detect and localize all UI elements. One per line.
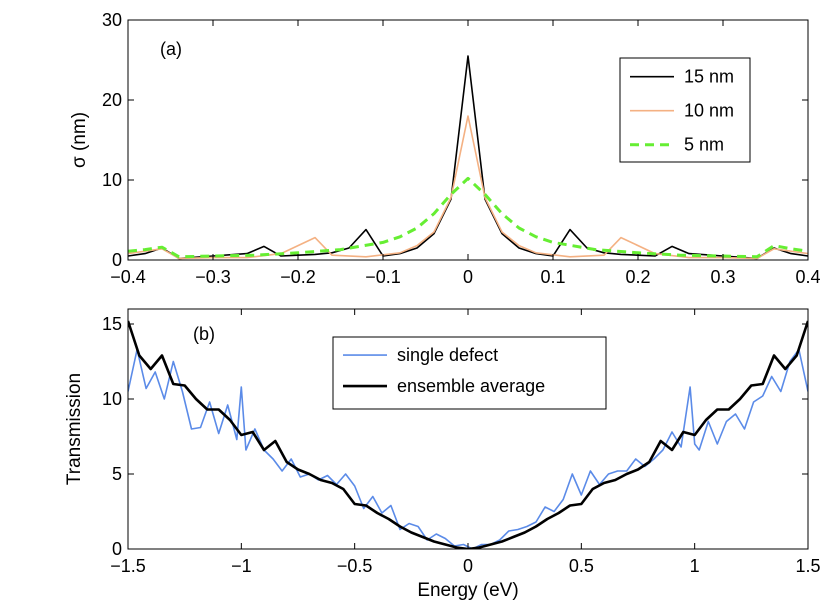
y-tick-label: 5 <box>112 464 122 484</box>
x-tick-label: 0.3 <box>710 267 735 287</box>
x-tick-label: 0.2 <box>625 267 650 287</box>
y-axis-label: Transmission <box>64 373 85 485</box>
series-group <box>128 55 808 260</box>
x-tick-label: 1.5 <box>795 556 820 576</box>
x-tick-label: −0.4 <box>110 267 146 287</box>
x-tick-label: 0.5 <box>569 556 594 576</box>
x-tick-label: −0.2 <box>280 267 316 287</box>
x-tick-label: −0.5 <box>337 556 373 576</box>
panel-label: (b) <box>193 324 215 344</box>
legend-label-0: single defect <box>397 345 498 365</box>
x-tick-label: −0.1 <box>365 267 401 287</box>
legend: 15 nm 10 nm 5 nm <box>619 57 751 163</box>
y-tick-label: 10 <box>102 170 122 190</box>
x-tick-label: −1 <box>231 556 252 576</box>
y-tick-label: 0 <box>112 539 122 559</box>
legend-label-1: 10 nm <box>684 101 734 121</box>
series-line-2 <box>128 176 808 259</box>
x-tick-label: 0 <box>463 267 473 287</box>
panel-b: −1.5 −1 −0.5 0 0.5 1 1.5 0 5 10 15 Transmission Ener… <box>64 308 821 601</box>
y-tick-label: 30 <box>102 10 122 30</box>
panel-a: −0.4 −0.3 −0.2 −0.1 0 0.1 0.2 0.3 0.4 0 10 20 30 σ (n… <box>69 10 821 287</box>
x-tick-label: 0.4 <box>795 267 820 287</box>
series-line-0 <box>128 55 808 260</box>
legend-label-2: 5 nm <box>684 135 724 155</box>
y-tick-label: 0 <box>112 250 122 270</box>
x-tick-label: 0 <box>463 556 473 576</box>
legend-label-0: 15 nm <box>684 67 734 87</box>
x-tick-label: 0.1 <box>540 267 565 287</box>
x-tick-label: −0.3 <box>195 267 231 287</box>
y-axis-label: σ (nm) <box>69 112 90 168</box>
legend-box <box>332 336 607 410</box>
legend-label-1: ensemble average <box>397 376 545 396</box>
y-tick-label: 20 <box>102 90 122 110</box>
y-tick-label: 15 <box>102 314 122 334</box>
panel-label: (a) <box>160 39 182 59</box>
legend: single defect ensemble average <box>332 336 607 410</box>
y-tick-label: 10 <box>102 389 122 409</box>
series-line-1 <box>128 320 808 549</box>
x-tick-label: 1 <box>690 556 700 576</box>
x-tick-label: −1.5 <box>110 556 146 576</box>
x-axis-label: Energy (eV) <box>417 580 518 601</box>
